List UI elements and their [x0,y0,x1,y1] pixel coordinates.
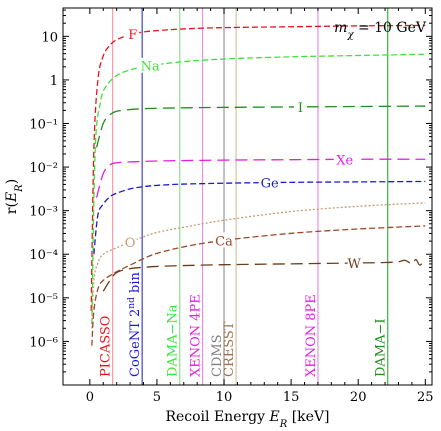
curve-label-bg-na [139,57,162,73]
curve-f [90,24,426,311]
curve-labels: F Na I Xe Ge O Ca W [123,26,361,272]
threshold-label-dama-i: DAMA−I [374,318,389,377]
curve-label-bg-i [294,98,308,114]
curve-label-bg-w [347,255,361,271]
curve-ca [91,225,426,346]
threshold-label-dama-na: DAMA−Na [166,304,181,377]
curve-label-bg-o [123,234,137,250]
y-tick-label: 1 [50,74,58,89]
y-tick-label: 10 [41,30,58,45]
curve-xe [95,158,426,198]
x-axis-title: Recoil Energy ER [keV] [165,409,329,430]
curve-label-xe: Xe [336,153,353,168]
curve-i [95,105,426,148]
curve-label-bg-ca [213,232,236,248]
curve-label-bg-xe [333,151,356,167]
curve-label-f: F [128,28,137,43]
x-tick-label: 0 [86,390,94,405]
curve-label-ge: Ge [261,177,279,192]
x-tick-label: 5 [153,390,161,405]
curve-ge [93,180,426,255]
x-tick-label: 25 [417,390,434,405]
axes: 0 5 10 15 20 25 10 1 10⁻¹ 10⁻² 10⁻³ 10⁻⁴ 10⁻⁵ 10⁻⁶ [29,7,434,405]
curve-o [91,202,426,329]
curve-w [102,258,426,292]
y-tick-label: 10⁻³ [29,205,58,220]
threshold-label-picasso: PICASSO [99,316,114,377]
curve-label-ca: Ca [215,234,233,249]
mass-annotation: mχ = 10 GeV [334,20,427,41]
threshold-label-xenon-8pe: XENON 8PE [304,294,319,377]
curve-label-w: W [347,257,361,272]
x-tick-label: 10 [216,390,233,405]
curve-label-na: Na [141,60,160,75]
threshold-label-cdms: CDMS [210,334,225,377]
threshold-lines: PICASSO CoGeNT 2nd bin DAMA−Na XENON 4PE CDM… [99,8,389,385]
curve-label-bg-ge [258,174,281,190]
threshold-label-xenon-4pe: XENON 4PE [189,294,204,377]
y-tick-label: 10⁻⁴ [29,248,58,263]
threshold-label-cresst: CRESST [222,321,237,377]
x-tick-label: 15 [283,390,300,405]
y-tick-label: 10⁻² [29,161,58,176]
plot-frame [62,7,433,386]
x-tick-label: 20 [350,390,367,405]
threshold-label-cogent-2nd-bin: CoGeNT 2nd bin [127,272,143,377]
curve-label-i: I [298,101,303,116]
y-axis-title: r(ER) [4,179,25,214]
y-tick-label: 10⁻⁶ [29,335,58,350]
y-tick-label: 10⁻¹ [29,117,58,132]
y-tick-label: 10⁻⁵ [29,292,58,307]
curve-label-bg-f [126,26,140,42]
curve-label-o: O [125,236,136,251]
